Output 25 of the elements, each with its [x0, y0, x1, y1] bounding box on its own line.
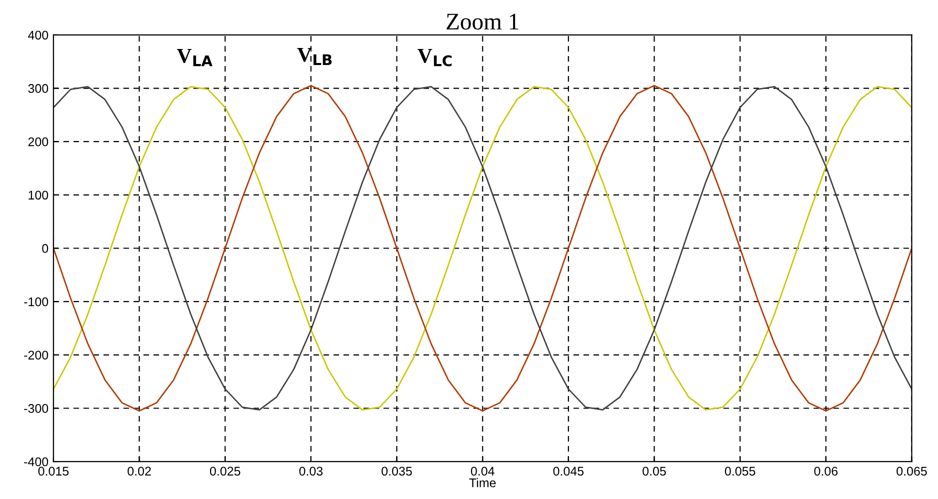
x-tick-label: 0.035	[382, 466, 412, 476]
x-tick-label: 0.015	[38, 466, 69, 476]
x-tick-label: 0.045	[553, 466, 584, 476]
chart-title: Zoom 1	[446, 14, 518, 30]
x-tick-label: 0.06	[814, 466, 838, 476]
y-tick-label: 200	[28, 137, 48, 146]
y-tick-label: 300	[28, 84, 48, 93]
x-tick-label: 0.04	[470, 466, 494, 476]
y-tick-label: -200	[24, 350, 48, 360]
y-tick-label: -400	[24, 457, 48, 466]
series-label: V$_{LB}$	[297, 48, 332, 66]
x-tick-label: 0.05	[642, 466, 666, 476]
x-axis-title: Time	[469, 478, 496, 488]
y-tick-label: -300	[24, 404, 48, 413]
x-tick-label: 0.02	[128, 466, 151, 476]
series-label: V$_{LA}$	[176, 49, 212, 66]
x-tick-label: 0.065	[896, 466, 927, 476]
x-tick-label: 0.03	[299, 466, 323, 476]
y-tick-label: 0	[42, 244, 48, 253]
series-label: V$_{LC}$	[418, 49, 452, 66]
y-tick-label: 400	[28, 30, 48, 40]
x-tick-label: 0.025	[210, 466, 240, 476]
y-tick-label: -100	[24, 297, 48, 306]
y-tick-label: 100	[28, 190, 48, 200]
x-tick-label: 0.055	[724, 466, 756, 476]
